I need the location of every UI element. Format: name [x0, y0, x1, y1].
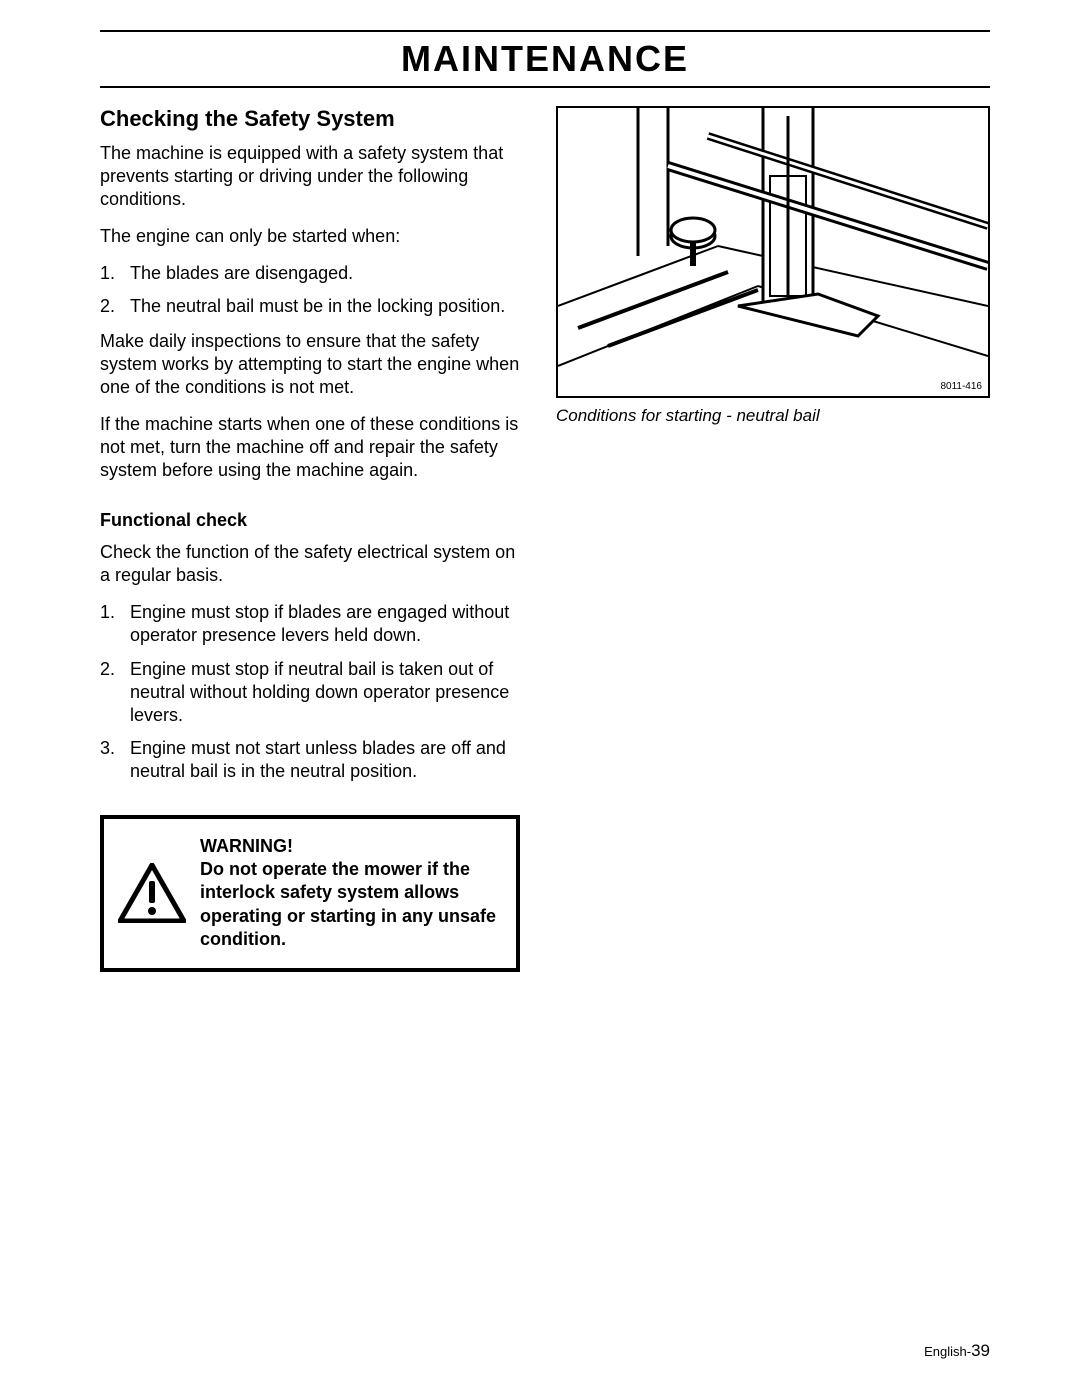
warning-text: WARNING! Do not operate the mower if the…	[200, 835, 500, 952]
figure-caption: Conditions for starting - neutral bail	[556, 406, 990, 426]
warning-title: WARNING!	[200, 835, 500, 858]
warning-triangle-icon	[118, 863, 186, 923]
footer-page-number: 39	[971, 1341, 990, 1360]
title-rule	[100, 86, 990, 88]
list-item: Engine must not start unless blades are …	[100, 737, 520, 783]
list-item: The neutral bail must be in the locking …	[100, 295, 520, 318]
page-footer: English-39	[924, 1341, 990, 1361]
figure-id: 8011-416	[940, 381, 982, 392]
topic-heading: Checking the Safety System	[100, 106, 520, 132]
neutral-bail-figure: 8011-416	[556, 106, 990, 398]
footer-language: English-	[924, 1344, 971, 1359]
section-title: MAINTENANCE	[100, 38, 990, 80]
list-item: The blades are disengaged.	[100, 262, 520, 285]
top-rule	[100, 30, 990, 32]
two-column-layout: Checking the Safety System The machine i…	[100, 106, 990, 972]
list-item: Engine must stop if neutral bail is take…	[100, 658, 520, 727]
warning-body: Do not operate the mower if the interloc…	[200, 858, 500, 952]
warning-box: WARNING! Do not operate the mower if the…	[100, 815, 520, 972]
intro-paragraph-2: The engine can only be started when:	[100, 225, 520, 248]
list-item: Engine must stop if blades are engaged w…	[100, 601, 520, 647]
right-column: 8011-416 Conditions for starting - neutr…	[556, 106, 990, 972]
repair-paragraph: If the machine starts when one of these …	[100, 413, 520, 482]
start-conditions-list: The blades are disengaged. The neutral b…	[100, 262, 520, 318]
functional-check-heading: Functional check	[100, 510, 520, 531]
functional-check-list: Engine must stop if blades are engaged w…	[100, 601, 520, 782]
functional-check-intro: Check the function of the safety electri…	[100, 541, 520, 587]
left-column: Checking the Safety System The machine i…	[100, 106, 520, 972]
intro-paragraph-1: The machine is equipped with a safety sy…	[100, 142, 520, 211]
inspection-paragraph: Make daily inspections to ensure that th…	[100, 330, 520, 399]
manual-page: MAINTENANCE Checking the Safety System T…	[0, 0, 1080, 1397]
